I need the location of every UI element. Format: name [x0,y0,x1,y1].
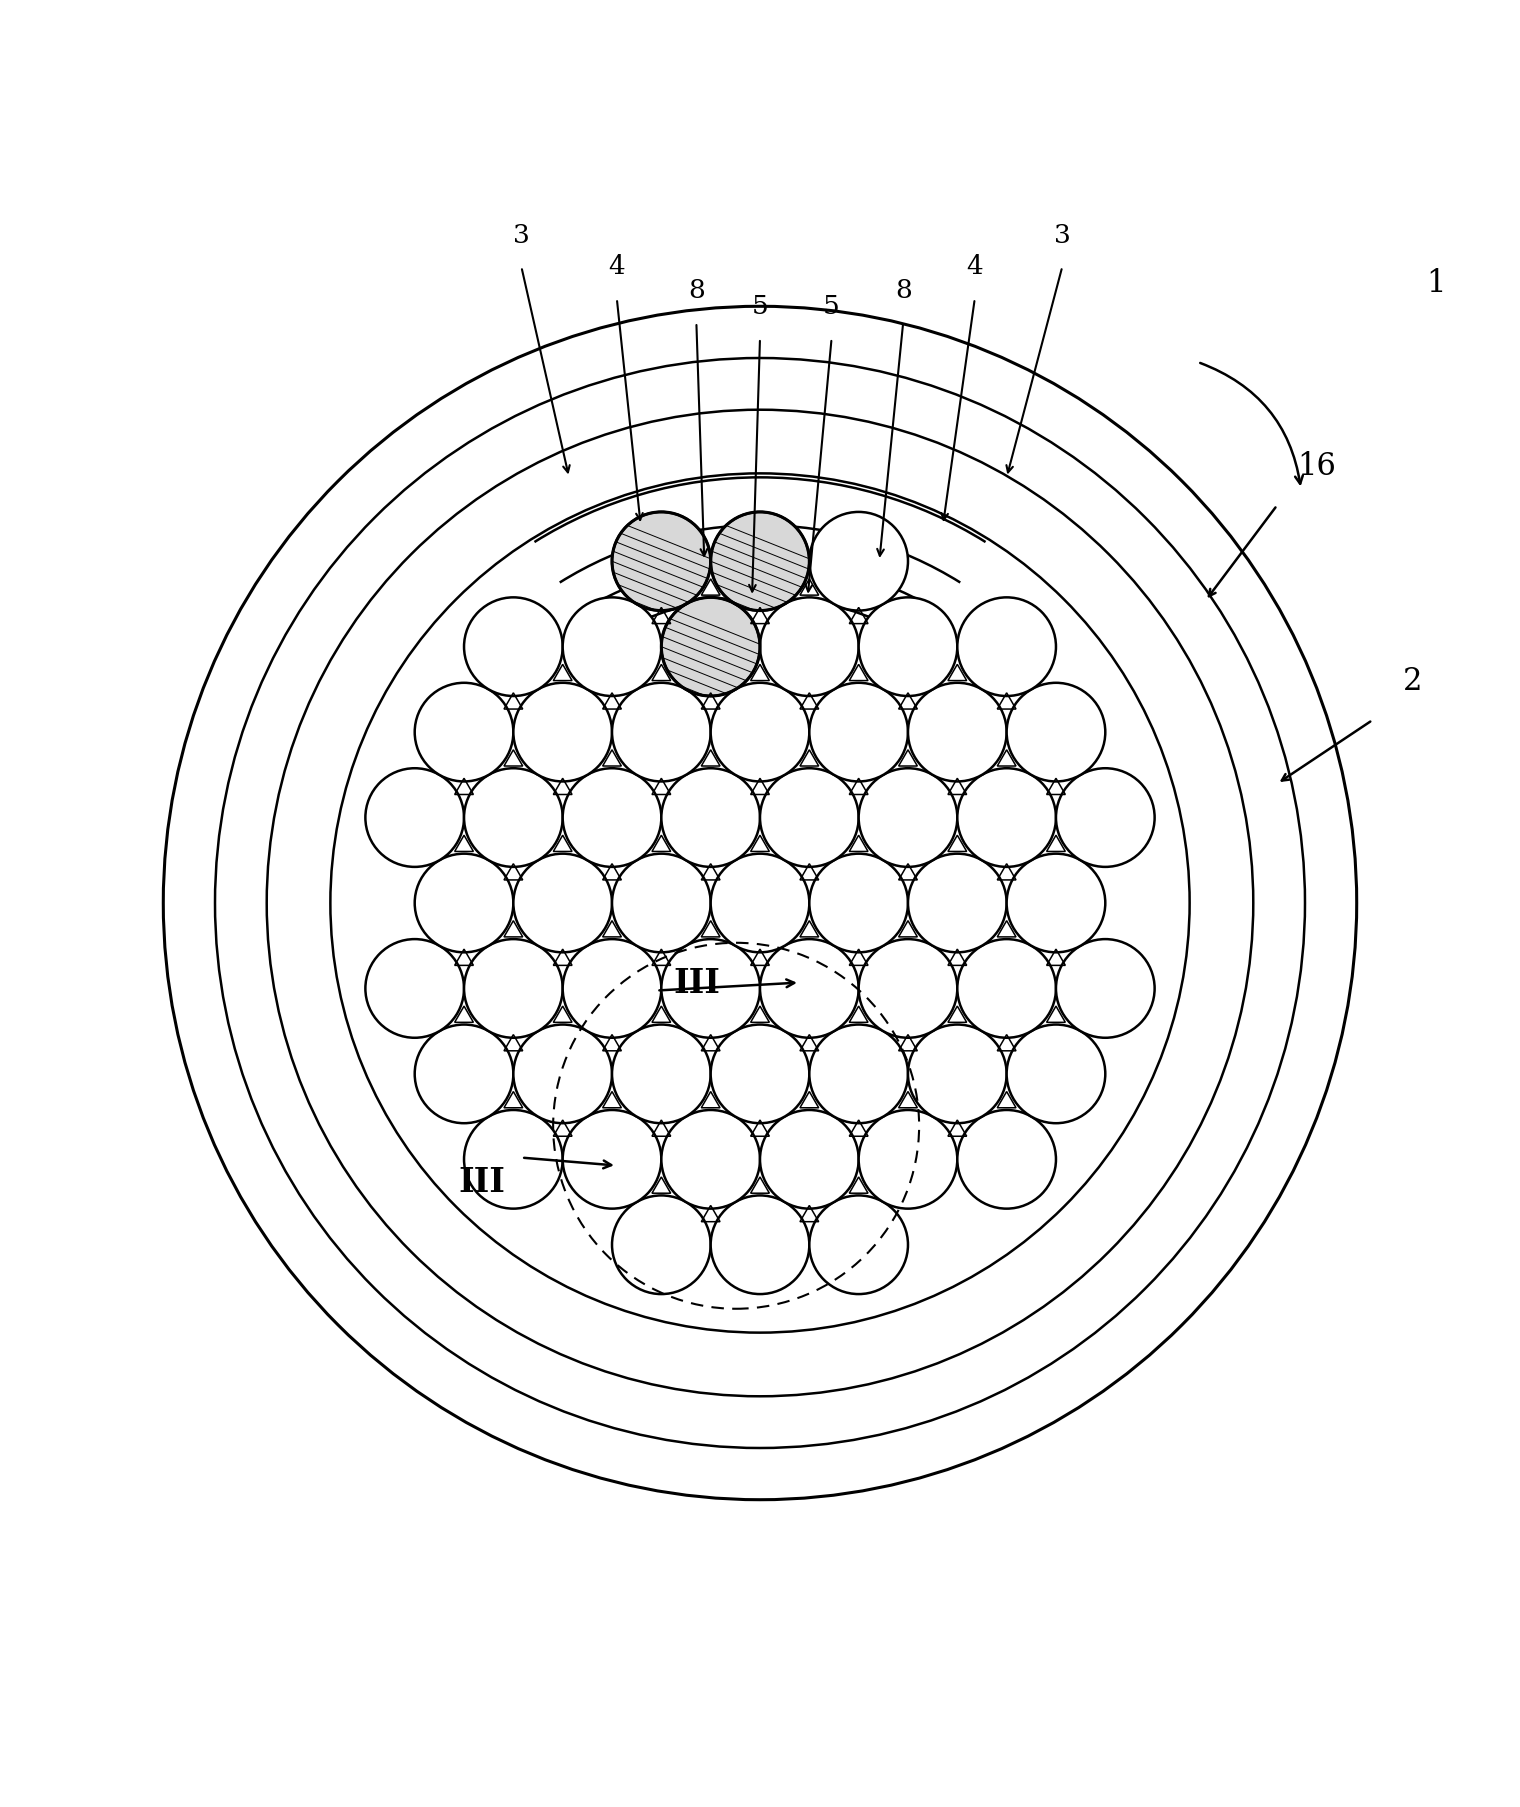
Circle shape [711,1025,809,1124]
Circle shape [809,513,907,611]
Text: 4: 4 [967,255,983,280]
Text: 5: 5 [824,295,841,320]
Circle shape [711,513,809,611]
Circle shape [613,513,711,611]
Circle shape [760,940,859,1039]
Circle shape [958,1109,1056,1209]
Circle shape [613,683,711,782]
Circle shape [464,1109,562,1209]
Text: 16: 16 [1298,450,1336,482]
Text: 5: 5 [751,295,769,320]
Circle shape [760,768,859,867]
Circle shape [1056,768,1155,867]
Circle shape [613,1025,711,1124]
Circle shape [859,598,958,698]
Circle shape [514,855,613,952]
Circle shape [464,598,562,698]
Circle shape [859,940,958,1039]
Circle shape [415,1025,514,1124]
Text: 3: 3 [1053,222,1070,248]
Circle shape [859,1109,958,1209]
Text: 1: 1 [1427,267,1446,298]
Circle shape [661,598,760,698]
Circle shape [958,768,1056,867]
Circle shape [661,940,760,1039]
Circle shape [415,683,514,782]
Text: 3: 3 [512,222,530,248]
Circle shape [809,1025,907,1124]
Circle shape [562,940,661,1039]
Circle shape [365,768,464,867]
Circle shape [415,855,514,952]
Circle shape [1056,940,1155,1039]
Circle shape [661,768,760,867]
Circle shape [613,855,711,952]
Text: 4: 4 [608,255,625,280]
Circle shape [958,940,1056,1039]
Text: 2: 2 [1403,665,1423,696]
Circle shape [613,1196,711,1294]
Circle shape [809,1196,907,1294]
Circle shape [711,1196,809,1294]
Circle shape [464,768,562,867]
Circle shape [760,1109,859,1209]
Circle shape [1006,855,1105,952]
Circle shape [809,683,907,782]
Circle shape [365,940,464,1039]
Text: III: III [673,967,720,999]
Circle shape [562,598,661,698]
Text: 8: 8 [689,278,705,304]
Circle shape [859,768,958,867]
Circle shape [907,683,1006,782]
Circle shape [711,855,809,952]
Circle shape [514,1025,613,1124]
Circle shape [958,598,1056,698]
Circle shape [562,1109,661,1209]
Circle shape [464,940,562,1039]
Text: 8: 8 [895,278,912,304]
Text: III: III [458,1166,505,1198]
Circle shape [1006,1025,1105,1124]
Circle shape [760,598,859,698]
Circle shape [907,855,1006,952]
Circle shape [562,768,661,867]
Circle shape [711,683,809,782]
Circle shape [514,683,613,782]
Circle shape [907,1025,1006,1124]
Circle shape [661,1109,760,1209]
Circle shape [809,855,907,952]
Circle shape [1006,683,1105,782]
